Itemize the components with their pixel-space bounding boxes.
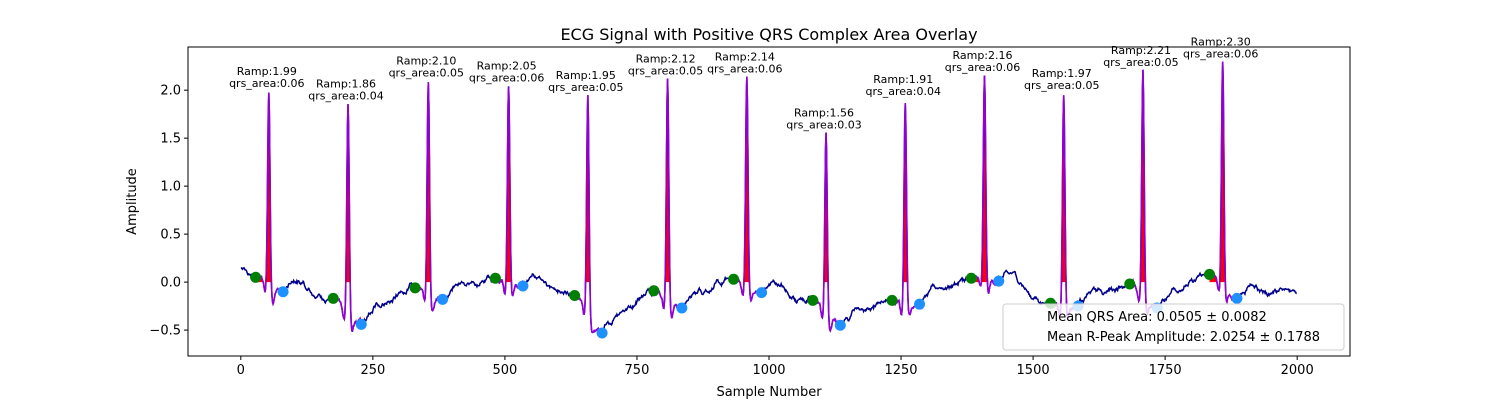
qrs-onset-marker bbox=[648, 285, 660, 297]
legend-box bbox=[1002, 303, 1345, 351]
qrs-offset-marker bbox=[993, 275, 1005, 287]
r-amp-label: Ramp:2.14 bbox=[715, 51, 775, 64]
r-amp-label: Ramp:1.86 bbox=[316, 78, 376, 91]
qrs-area-label: qrs_area:0.05 bbox=[389, 67, 464, 80]
qrs-onset-marker bbox=[807, 294, 819, 306]
legend: Mean QRS Area: 0.0505 ± 0.0082 Mean R-Pea… bbox=[1002, 303, 1345, 351]
qrs-offset-marker bbox=[1231, 292, 1243, 304]
qrs-area-label: qrs_area:0.06 bbox=[1183, 47, 1258, 60]
r-amp-label: Ramp:1.97 bbox=[1032, 67, 1092, 80]
x-tick-label: 750 bbox=[625, 363, 650, 378]
qrs-offset-marker bbox=[277, 286, 289, 298]
x-tick-label: 1000 bbox=[752, 363, 785, 378]
ecg-signal-line bbox=[240, 61, 1297, 335]
qrs-offset-marker bbox=[834, 319, 846, 331]
y-tick-label: 2.0 bbox=[160, 84, 181, 99]
r-amp-label: Ramp:2.30 bbox=[1191, 35, 1251, 48]
qrs-onset-marker bbox=[965, 272, 977, 284]
qrs-area-label: qrs_area:0.05 bbox=[548, 81, 623, 94]
qrs-onset-marker bbox=[569, 290, 581, 302]
qrs-offset-marker bbox=[756, 287, 768, 299]
qrs-area-fill bbox=[495, 86, 523, 283]
qrs-onset-marker bbox=[728, 273, 740, 285]
plot-area bbox=[240, 61, 1297, 339]
y-tick-label: 0.0 bbox=[160, 276, 181, 291]
legend-entry: Mean QRS Area: 0.0505 ± 0.0082 bbox=[1047, 310, 1267, 325]
chart-title: ECG Signal with Positive QRS Complex Are… bbox=[560, 25, 977, 44]
r-amp-label: Ramp:1.91 bbox=[873, 73, 933, 86]
r-amp-label: Ramp:2.10 bbox=[396, 55, 456, 68]
qrs-area-fill bbox=[971, 75, 999, 283]
x-axis-label: Sample Number bbox=[716, 385, 822, 400]
y-axis-label: Amplitude bbox=[125, 168, 140, 235]
qrs-area-label: qrs_area:0.04 bbox=[308, 90, 383, 103]
qrs-offset-marker bbox=[355, 318, 367, 330]
qrs-area-label: qrs_area:0.06 bbox=[945, 61, 1020, 74]
x-tick-label: 1250 bbox=[884, 363, 917, 378]
x-tick-label: 500 bbox=[492, 363, 517, 378]
qrs-onset-marker bbox=[886, 294, 898, 306]
x-tick-label: 0 bbox=[237, 363, 245, 378]
axes: 0 250 500 750 1000 1250 1500 1750 2000 −0.5 0.0 0.5… bbox=[149, 46, 1351, 378]
qrs-offset-marker bbox=[517, 280, 529, 292]
qrs-area-label: qrs_area:0.06 bbox=[469, 71, 544, 84]
qrs-offset-marker bbox=[676, 302, 688, 314]
x-tick-label: 250 bbox=[360, 363, 385, 378]
qrs-area-label: qrs_area:0.06 bbox=[707, 63, 782, 76]
x-tick-label: 1750 bbox=[1149, 363, 1182, 378]
qrs-onset-marker bbox=[1124, 278, 1136, 290]
qrs-area-label: qrs_area:0.05 bbox=[1103, 56, 1178, 69]
qrs-onset-marker bbox=[327, 292, 339, 304]
qrs-onset-marker bbox=[1204, 268, 1216, 280]
qrs-area-label: qrs_area:0.05 bbox=[628, 65, 703, 78]
qrs-area-label: qrs_area:0.05 bbox=[1024, 79, 1099, 92]
qrs-segment-line bbox=[573, 95, 603, 335]
qrs-onset-marker bbox=[250, 271, 262, 283]
r-amp-label: Ramp:2.12 bbox=[636, 53, 696, 66]
r-amp-label: Ramp:1.56 bbox=[794, 106, 854, 119]
qrs-onset-marker bbox=[409, 282, 421, 294]
x-tick-label: 1500 bbox=[1017, 363, 1050, 378]
y-tick-label: 1.0 bbox=[160, 180, 181, 195]
r-amp-label: Ramp:1.95 bbox=[556, 69, 616, 82]
qrs-area-fill bbox=[653, 78, 682, 283]
qrs-onset-marker bbox=[489, 272, 501, 284]
y-tick-label: 0.5 bbox=[160, 228, 181, 243]
qrs-area-label: qrs_area:0.04 bbox=[866, 85, 941, 98]
y-tick-label: −0.5 bbox=[149, 324, 181, 339]
y-tick-label: 1.5 bbox=[160, 132, 181, 147]
x-tick-label: 2000 bbox=[1281, 363, 1314, 378]
qrs-offset-marker bbox=[437, 293, 449, 305]
qrs-offset-marker bbox=[596, 327, 608, 339]
qrs-offset-marker bbox=[914, 298, 926, 310]
legend-entry: Mean R-Peak Amplitude: 2.0254 ± 0.1788 bbox=[1047, 330, 1320, 345]
r-amp-label: Ramp:2.05 bbox=[477, 59, 537, 72]
qrs-area-label: qrs_area:0.03 bbox=[786, 118, 861, 131]
qrs-area-label: qrs_area:0.06 bbox=[229, 77, 304, 90]
r-amp-label: Ramp:1.99 bbox=[237, 65, 297, 78]
r-amp-label: Ramp:2.16 bbox=[952, 49, 1012, 62]
